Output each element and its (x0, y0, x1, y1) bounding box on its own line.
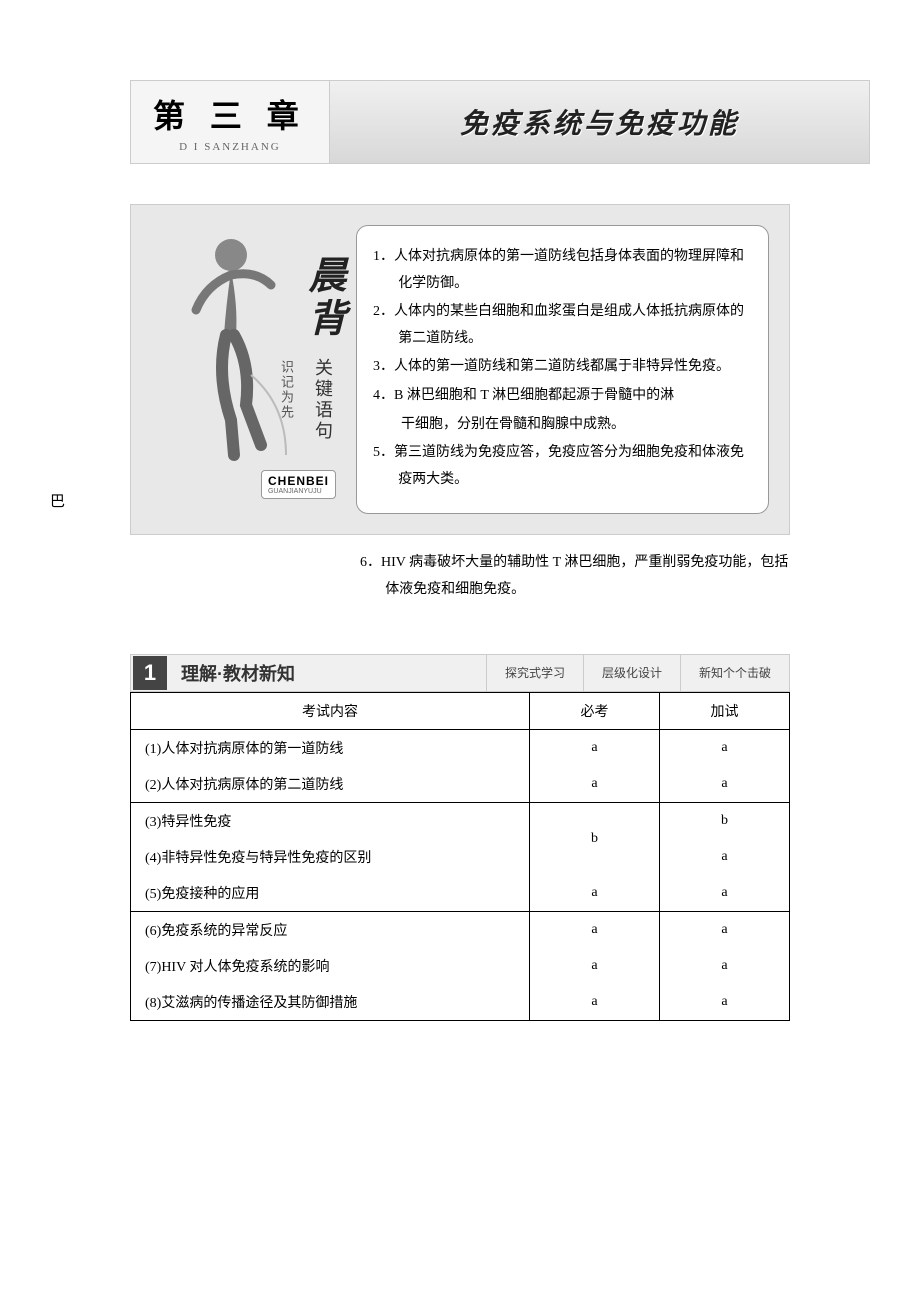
chapter-title: 免疫系统与免疫功能 (330, 80, 870, 164)
table-header-required: 必考 (530, 692, 660, 729)
key-points-box: 1．人体对抗病原体的第一道防线包括身体表面的物理屏障和化学防御。2．人体内的某些… (356, 225, 769, 514)
chenbei-pinyin-box: CHENBEI GUANJIANYUJU (261, 470, 336, 499)
exam-required-cell: a (530, 729, 660, 766)
key-point-item: 5．第三道防线为免疫应答，免疫应答分为细胞免疫和体液免疫两大类。 (373, 440, 752, 493)
exam-content-cell: (6)免疫系统的异常反应 (131, 911, 530, 948)
chapter-header: 第 三 章 D I SANZHANG 免疫系统与免疫功能 (130, 80, 870, 164)
exam-required-cell: a (530, 911, 660, 948)
exam-content-cell: (5)免疫接种的应用 (131, 875, 530, 912)
review-panel: 晨背 关键语句 识记为先 CHENBEI GUANJIANYUJU 1．人体对抗… (130, 204, 790, 535)
chenbei-small-text: 关键语句 (313, 358, 333, 442)
chapter-pinyin: D I SANZHANG (153, 141, 307, 153)
exam-required-cell: a (530, 875, 660, 912)
table-row: (7)HIV 对人体免疫系统的影响aa (131, 948, 790, 984)
exam-content-cell: (3)特异性免疫 (131, 802, 530, 839)
section-number: 1 (133, 656, 167, 690)
key-point-item: 1．人体对抗病原体的第一道防线包括身体表面的物理屏障和化学防御。 (373, 244, 752, 297)
table-row: (6)免疫系统的异常反应aa (131, 911, 790, 948)
stray-character: 巴 (50, 490, 65, 511)
exam-extended-cell: a (660, 839, 790, 875)
exam-extended-cell: a (660, 729, 790, 766)
section-title: 理解·教材新知 (169, 660, 307, 686)
chenbei-label: 晨背 关键语句 (296, 255, 351, 442)
table-header-content: 考试内容 (131, 692, 530, 729)
section-tags: 探究式学习层级化设计新知个个击破 (486, 654, 789, 692)
exam-required-cell: a (530, 766, 660, 803)
table-row: (1)人体对抗病原体的第一道防线aa (131, 729, 790, 766)
chenbei-pinyin-sub: GUANJIANYUJU (268, 488, 329, 495)
exam-content-cell: (1)人体对抗病原体的第一道防线 (131, 729, 530, 766)
table-row: (2)人体对抗病原体的第二道防线aa (131, 766, 790, 803)
section-tag: 层级化设计 (583, 654, 680, 692)
exam-content-cell: (4)非特异性免疫与特异性免疫的区别 (131, 839, 530, 875)
key-point-item: 6．HIV 病毒破坏大量的辅助性 T 淋巴细胞，严重削弱免疫功能，包括体液免疫和… (360, 550, 790, 603)
exam-content-cell: (2)人体对抗病原体的第二道防线 (131, 766, 530, 803)
exam-extended-cell: a (660, 875, 790, 912)
table-row: (5)免疫接种的应用aa (131, 875, 790, 912)
section-bar: 1 理解·教材新知 探究式学习层级化设计新知个个击破 (130, 654, 790, 692)
exam-extended-cell: a (660, 984, 790, 1021)
exam-extended-cell: a (660, 766, 790, 803)
shiji-label: 识记为先 (277, 360, 296, 420)
key-point-item: 3．人体的第一道防线和第二道防线都属于非特异性免疫。 (373, 354, 752, 381)
exam-table: 考试内容 必考 加试 (1)人体对抗病原体的第一道防线aa(2)人体对抗病原体的… (130, 692, 790, 1021)
chenbei-pinyin-main: CHENBEI (268, 474, 329, 488)
exam-content-cell: (7)HIV 对人体免疫系统的影响 (131, 948, 530, 984)
key-point-item: 干细胞，分别在骨髓和胸腺中成熟。 (373, 412, 752, 439)
runner-image (176, 225, 316, 485)
table-row: (8)艾滋病的传播途径及其防御措施aa (131, 984, 790, 1021)
exam-extended-cell: a (660, 911, 790, 948)
review-image-column: 晨背 关键语句 识记为先 CHENBEI GUANJIANYUJU (151, 225, 341, 514)
table-row: (4)非特异性免疫与特异性免疫的区别 a (131, 839, 790, 875)
table-row: (3)特异性免疫bb (131, 802, 790, 839)
exam-content-cell: (8)艾滋病的传播途径及其防御措施 (131, 984, 530, 1021)
exam-required-cell: a (530, 984, 660, 1021)
chenbei-big-text: 晨背 (302, 255, 344, 341)
key-point-item: 2．人体内的某些白细胞和血浆蛋白是组成人体抵抗病原体的第二道防线。 (373, 299, 752, 352)
chapter-label-box: 第 三 章 D I SANZHANG (130, 80, 330, 164)
exam-extended-cell: b (660, 802, 790, 839)
key-points-overflow: 6．HIV 病毒破坏大量的辅助性 T 淋巴细胞，严重削弱免疫功能，包括体液免疫和… (360, 550, 790, 603)
exam-required-cell: a (530, 948, 660, 984)
exam-required-cell: b (530, 802, 660, 875)
table-header-extended: 加试 (660, 692, 790, 729)
exam-extended-cell: a (660, 948, 790, 984)
key-point-item: 4．B 淋巴细胞和 T 淋巴细胞都起源于骨髓中的淋 (373, 383, 752, 410)
section-tag: 探究式学习 (486, 654, 583, 692)
section-tag: 新知个个击破 (680, 654, 789, 692)
chapter-label: 第 三 章 (153, 91, 307, 137)
